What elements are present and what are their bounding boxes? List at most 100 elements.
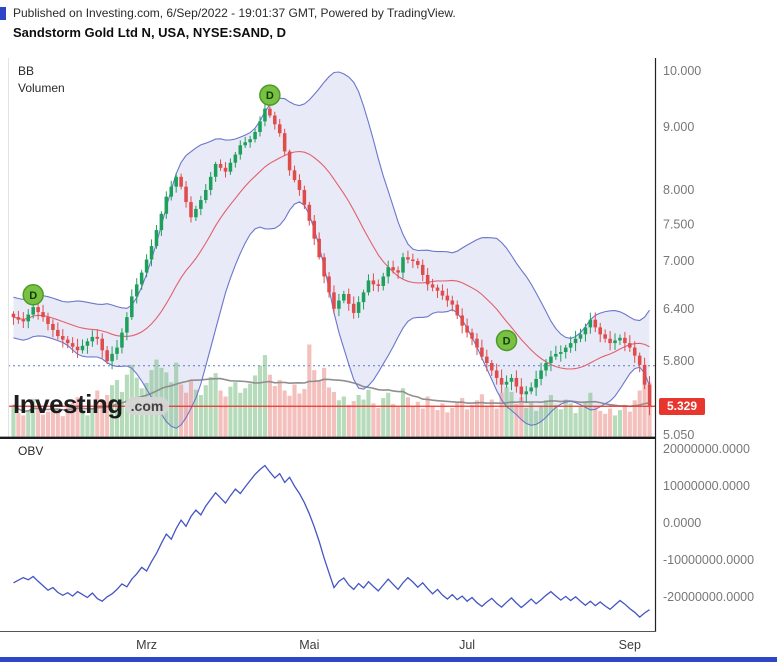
candle-body[interactable] [623,337,627,344]
candle-body[interactable] [642,364,647,385]
candle-body[interactable] [125,317,129,333]
candle-body[interactable] [144,259,149,273]
candle-body[interactable] [268,108,272,116]
candle-body[interactable] [534,378,538,388]
candle-body[interactable] [31,307,35,315]
candle-body[interactable] [499,377,504,385]
candle-body[interactable] [598,327,603,335]
candle-body[interactable] [277,124,282,134]
candle-body[interactable] [41,312,45,318]
dividend-marker-circle[interactable] [495,329,518,352]
candle-body[interactable] [120,332,124,348]
candle-body[interactable] [258,121,262,132]
candle-body[interactable] [337,300,341,309]
candle-body[interactable] [307,204,312,221]
candle-body[interactable] [184,186,188,203]
candle-body[interactable] [169,186,174,197]
candle-body[interactable] [351,303,356,313]
candle-body[interactable] [282,133,287,152]
candle-body[interactable] [411,259,415,262]
candle-body[interactable] [430,284,435,288]
candle-body[interactable] [36,307,40,313]
candle-body[interactable] [573,338,578,344]
candle-body[interactable] [425,274,430,285]
candle-body[interactable] [56,329,60,337]
candle-body[interactable] [189,202,193,218]
candle-body[interactable] [401,257,405,273]
candle-body[interactable] [312,220,317,239]
candle-body[interactable] [80,345,85,351]
candle-body[interactable] [243,142,247,146]
candle-body[interactable] [420,264,425,275]
candle-body[interactable] [213,163,218,177]
candle-body[interactable] [509,377,514,382]
candle-body[interactable] [366,280,371,293]
candle-body[interactable] [149,246,154,260]
candle-body[interactable] [376,284,381,286]
candle-body[interactable] [549,356,553,364]
candle-body[interactable] [297,180,302,190]
candle-body[interactable] [75,346,80,351]
candle-body[interactable] [539,370,543,379]
candle-body[interactable] [524,391,529,395]
candle-body[interactable] [332,292,336,309]
candle-body[interactable] [494,370,499,378]
candle-body[interactable] [608,338,612,344]
candle-body[interactable] [16,317,21,320]
candlestick-series[interactable] [11,103,652,416]
candle-body[interactable] [302,189,307,205]
candle-body[interactable] [356,302,361,313]
candle-body[interactable] [406,257,410,260]
candle-body[interactable] [174,176,178,187]
candle-body[interactable] [60,336,65,340]
candle-body[interactable] [637,355,642,365]
candle-body[interactable] [292,170,297,181]
candle-body[interactable] [391,267,395,271]
candle-body[interactable] [85,341,90,346]
dividend-marker[interactable]: D [22,284,44,306]
candle-body[interactable] [529,387,533,392]
candle-body[interactable] [322,257,326,277]
candle-body[interactable] [194,208,198,218]
candle-body[interactable] [253,131,257,140]
candle-body[interactable] [199,200,203,209]
candle-body[interactable] [263,108,267,122]
candle-body[interactable] [164,196,169,214]
candle-body[interactable] [470,332,474,339]
candle-body[interactable] [563,347,568,353]
candle-body[interactable] [179,176,183,187]
candle-body[interactable] [647,384,652,407]
candle-body[interactable] [154,230,159,247]
candle-body[interactable] [218,163,223,168]
candle-body[interactable] [460,315,464,326]
candle-body[interactable] [134,284,139,297]
candle-body[interactable] [115,347,119,354]
candle-body[interactable] [568,343,573,348]
candle-body[interactable] [583,327,588,335]
candle-body[interactable] [514,377,519,387]
candle-body[interactable] [346,293,351,304]
candle-body[interactable] [519,386,524,395]
candle-body[interactable] [485,356,489,364]
candle-body[interactable] [130,296,134,318]
candle-body[interactable] [504,381,509,385]
candle-body[interactable] [455,304,460,316]
candle-body[interactable] [450,300,455,305]
candle-body[interactable] [628,343,632,348]
candle-body[interactable] [361,292,366,303]
candle-body[interactable] [46,317,50,324]
candle-body[interactable] [223,167,228,172]
candle-body[interactable] [381,276,386,286]
candle-body[interactable] [110,353,114,362]
dividend-marker[interactable]: D [495,329,518,352]
candle-body[interactable] [203,189,208,201]
candle-body[interactable] [480,347,484,357]
dividend-marker-circle[interactable] [259,84,281,106]
candle-body[interactable] [95,336,100,339]
candle-body[interactable] [632,347,637,356]
candle-body[interactable] [317,238,321,258]
candle-body[interactable] [70,343,75,347]
candle-body[interactable] [159,213,164,231]
candle-body[interactable] [475,338,479,348]
